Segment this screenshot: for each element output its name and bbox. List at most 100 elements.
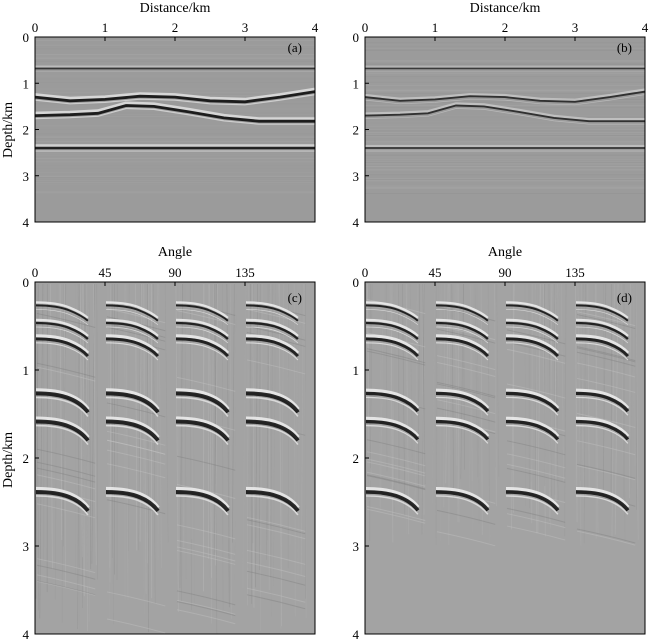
noise-arc xyxy=(576,413,636,428)
event-halo xyxy=(505,416,560,438)
event-sidelobe xyxy=(245,326,299,344)
event-sidelobe xyxy=(245,396,299,417)
noise-arc xyxy=(106,463,166,479)
reflector-sidelobe xyxy=(365,108,645,125)
noise-streak xyxy=(487,283,490,507)
panel-c-xlabel: Angle xyxy=(158,245,192,260)
event-halo xyxy=(105,388,160,411)
noise-arc xyxy=(436,531,496,547)
reflector-sidelobe xyxy=(35,107,315,125)
noise-arc xyxy=(436,399,496,415)
noise-arc xyxy=(246,561,306,577)
gather-event xyxy=(505,337,560,358)
event-sidelobe xyxy=(505,424,559,444)
noise-arc xyxy=(36,574,96,590)
noise-arc xyxy=(36,448,96,464)
noise-streak xyxy=(135,283,138,551)
noise-arc xyxy=(106,499,166,515)
noise-arc xyxy=(576,463,636,479)
gather-event xyxy=(505,304,559,322)
noise-streak xyxy=(579,283,583,465)
panel-c-xticks: 0 45 90 135 xyxy=(32,265,255,286)
gather-event xyxy=(365,304,419,322)
noise-arc xyxy=(576,465,636,481)
noise-arc xyxy=(36,362,96,378)
event-halo xyxy=(365,334,420,355)
noise-arc xyxy=(436,355,496,371)
noise-arc xyxy=(106,618,166,634)
noise-arc xyxy=(506,383,566,399)
noise-streak xyxy=(268,283,271,590)
event-sidelobe xyxy=(35,342,89,361)
noise-streak xyxy=(564,283,567,537)
event-sidelobe xyxy=(245,309,299,326)
x-tick-label: 135 xyxy=(235,265,255,280)
y-tick-label: 3 xyxy=(353,539,360,554)
noise-streak xyxy=(367,283,371,481)
noise-streak xyxy=(297,283,301,579)
reflector-sidelobe xyxy=(35,94,315,106)
gather-event xyxy=(105,391,160,414)
event-sidelobe xyxy=(435,424,489,444)
event-halo xyxy=(365,487,420,509)
event-halo xyxy=(435,301,489,319)
noise-arc xyxy=(36,580,96,596)
noise-arc xyxy=(246,549,306,565)
noise-streak xyxy=(293,283,296,617)
noise-streak xyxy=(78,283,80,631)
noise-streak xyxy=(300,283,304,576)
event-halo xyxy=(35,486,90,510)
gather-event xyxy=(245,321,299,340)
noise-streak xyxy=(385,283,388,472)
y-tick-label: 3 xyxy=(23,169,30,184)
event-sidelobe xyxy=(35,495,89,516)
panel-d-plot xyxy=(364,281,646,635)
reflector-halo xyxy=(365,88,645,102)
noise-streak xyxy=(213,283,217,557)
event-halo xyxy=(505,318,559,337)
event-sidelobe xyxy=(35,326,89,344)
noise-streak xyxy=(635,283,639,540)
noise-streak xyxy=(469,283,473,481)
noise-streak xyxy=(468,283,473,499)
noise-streak xyxy=(59,283,63,541)
x-tick-label: 3 xyxy=(572,20,579,35)
panel-a-tag: (a) xyxy=(288,40,302,55)
event-sidelobe xyxy=(575,495,629,515)
event-halo xyxy=(105,416,160,439)
noise-streak xyxy=(580,283,584,482)
noise-arc xyxy=(576,440,636,456)
event-halo xyxy=(365,416,420,438)
event-halo xyxy=(105,334,160,355)
noise-arc xyxy=(366,439,426,455)
y-tick-label: 1 xyxy=(23,76,30,91)
panel-c-plot xyxy=(34,281,316,635)
event-halo xyxy=(365,318,419,337)
event-sidelobe xyxy=(435,326,489,344)
noise-streak xyxy=(486,283,491,545)
noise-arc xyxy=(176,590,236,606)
noise-arc xyxy=(576,311,636,327)
noise-arc xyxy=(366,458,426,474)
noise-arc xyxy=(366,350,426,366)
noise-streak xyxy=(635,283,637,510)
noise-arc xyxy=(36,474,96,490)
noise-streak xyxy=(232,283,235,543)
noise-streak xyxy=(560,283,565,483)
event-halo xyxy=(435,487,490,509)
gather-event xyxy=(365,321,419,340)
noise-arc xyxy=(246,587,306,603)
event-halo xyxy=(245,301,299,319)
noise-streak xyxy=(181,283,184,548)
gather-event xyxy=(365,419,420,441)
noise-arc xyxy=(176,546,236,562)
noise-arc xyxy=(436,328,496,344)
noise-arc xyxy=(436,407,496,423)
noise-streak xyxy=(88,283,92,570)
event-sidelobe xyxy=(245,424,299,446)
event-halo xyxy=(435,334,490,355)
event-halo xyxy=(435,388,490,410)
noise-arc xyxy=(506,440,566,456)
noise-arc xyxy=(506,329,566,345)
